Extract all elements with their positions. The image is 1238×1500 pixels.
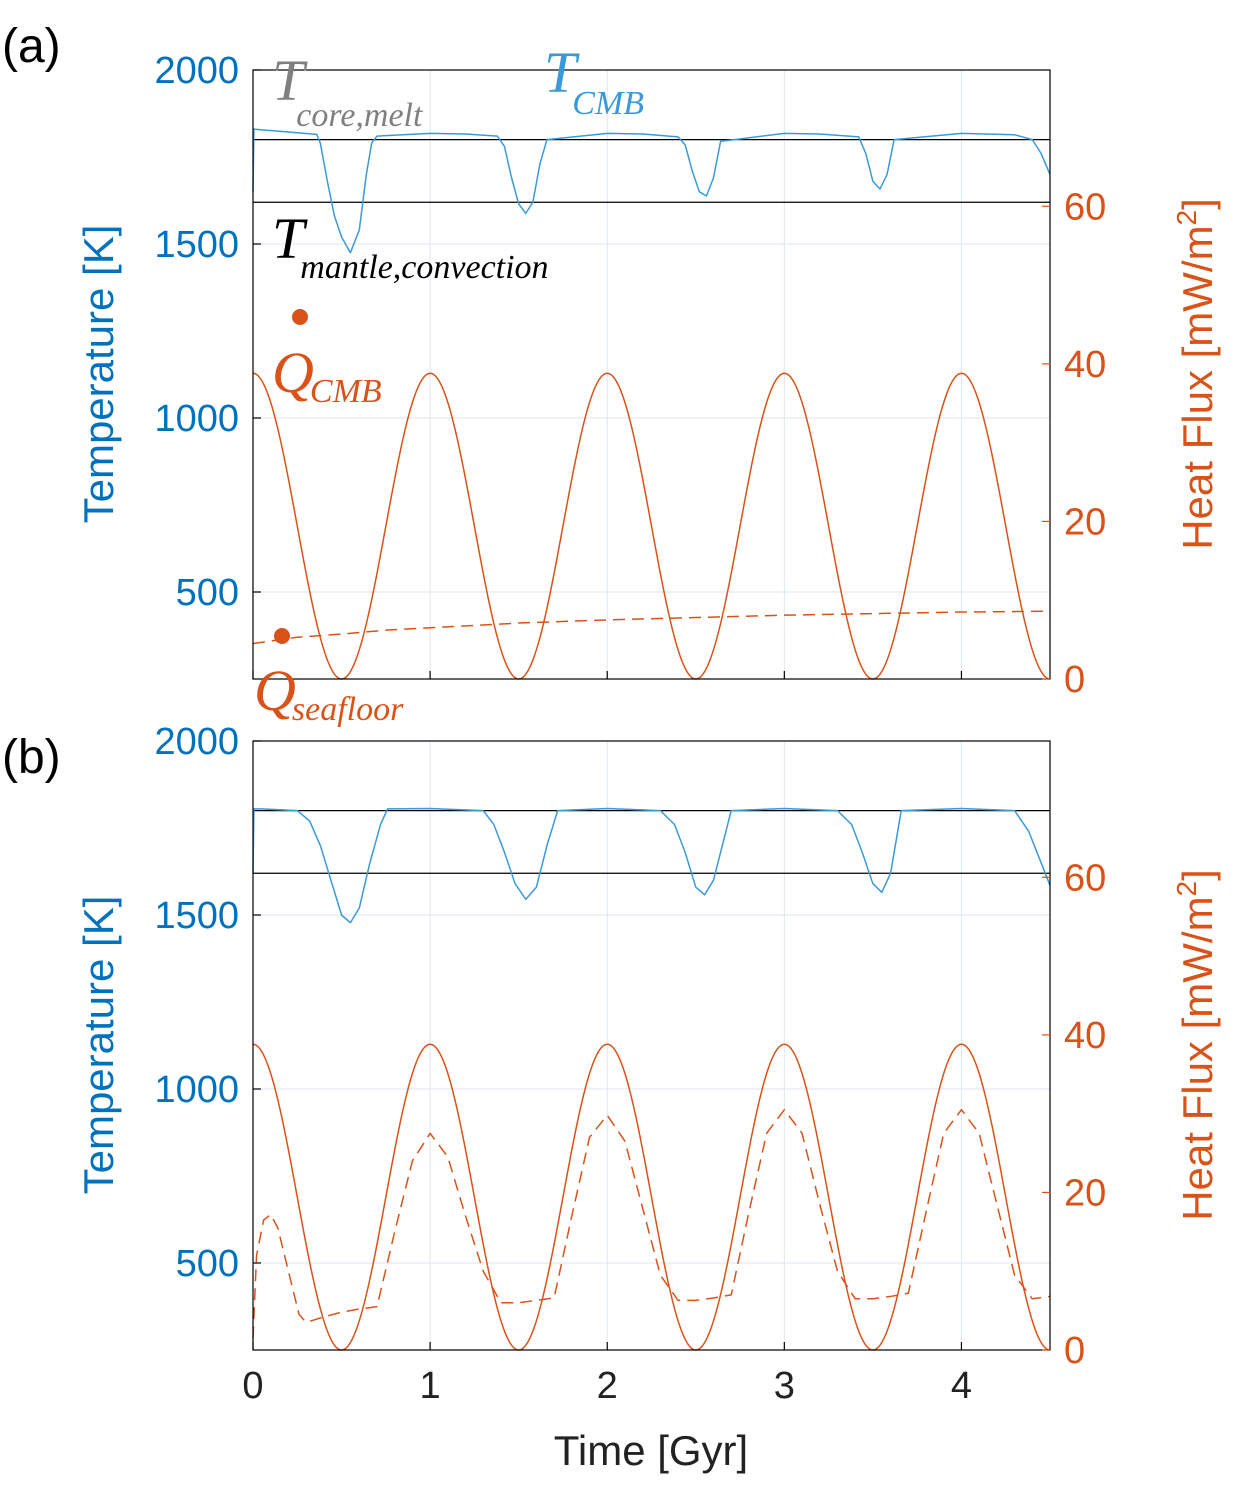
q-seafloor-main: Q (254, 658, 296, 723)
panel-a-right-tick-label-20: 20 (1064, 501, 1106, 543)
t-mantle-convection-sub: mantle,convection (300, 249, 548, 286)
panel-a-left-tick-label-1500: 1500 (154, 224, 239, 266)
panel-b-right-tick-label-40: 40 (1064, 1015, 1106, 1057)
panel-a: (a) 500 1000 1500 2000 0 20 40 60 Temperature … (2, 20, 1221, 728)
panel-b-x-tick-label-2: 2 (597, 1365, 618, 1407)
panel-b-x-tick-label-0: 0 (242, 1365, 263, 1407)
t-mantle-convection-annotation: Tmantle,convection (272, 206, 549, 286)
t-cmb-main: T (544, 40, 580, 105)
panel-a-y-left-label: Temperature [K] (75, 225, 122, 524)
panel-b-right-ticks: 0 20 40 60 (1042, 857, 1106, 1372)
t-cmb-sub: CMB (572, 85, 644, 122)
t-core-melt-sub: core,melt (296, 97, 424, 134)
panel-a-y-right-label: Heat Flux [mW/m2] (1171, 198, 1221, 550)
panel-b: (b) 500 1000 1500 2000 0 20 40 60 0 1 2 3 4 Temper… (2, 721, 1221, 1474)
panel-b-series-t-cmb (252, 807, 1051, 924)
panel-a-left-ticks: 500 1000 1500 2000 (154, 50, 261, 614)
panel-a-axes-box (252, 69, 1051, 680)
panel-b-y-right-label-close: ] (1174, 869, 1221, 881)
q-seafloor-annotation: Qseafloor (254, 658, 404, 728)
panel-a-reference-lines (253, 139, 1050, 203)
q-cmb-annotation: QCMB (272, 340, 382, 410)
panel-b-left-ticks: 500 1000 1500 2000 (154, 721, 261, 1285)
q-seafloor-dot-icon (274, 628, 290, 644)
t-mantle-convection-main: T (272, 206, 308, 271)
panel-b-x-tick-label-1: 1 (420, 1365, 441, 1407)
panel-a-left-tick-label-500: 500 (176, 572, 239, 614)
panel-b-y-right-label: Heat Flux [mW/m2] (1171, 869, 1221, 1221)
panel-b-x-tick-label-3: 3 (774, 1365, 795, 1407)
q-cmb-sub: CMB (310, 373, 382, 410)
panel-b-right-tick-label-20: 20 (1064, 1172, 1106, 1214)
panel-a-right-tick-label-60: 60 (1064, 186, 1106, 228)
panel-b-x-tick-label-4: 4 (951, 1365, 972, 1407)
x-axis-label: Time [Gyr] (554, 1427, 748, 1474)
panel-b-label: (b) (2, 731, 61, 784)
panel-a-series-q-cmb (252, 372, 1051, 680)
panel-a-grid (253, 70, 1050, 679)
panel-b-series-q-seafloor (252, 1108, 1051, 1339)
panel-b-grid (253, 741, 1050, 1350)
panel-a-left-tick-label-1000: 1000 (154, 398, 239, 440)
panel-a-y-right-label-close: ] (1174, 198, 1221, 210)
panel-a-y-right-label-sup: 2 (1171, 210, 1202, 226)
panel-a-series-t-cmb (252, 128, 1051, 254)
q-cmb-main: Q (272, 340, 314, 405)
panel-b-right-tick-label-60: 60 (1064, 857, 1106, 899)
panel-b-x-ticks: 0 1 2 3 4 (242, 1342, 972, 1407)
panel-b-y-right-label-main: Heat Flux [mW/m (1174, 896, 1221, 1220)
panel-b-series (252, 807, 1051, 1351)
panel-a-label: (a) (2, 20, 61, 73)
panel-a-y-right-label-main: Heat Flux [mW/m (1174, 225, 1221, 549)
panel-b-left-tick-label-2000: 2000 (154, 721, 239, 763)
q-seafloor-sub: seafloor (292, 691, 404, 728)
panel-b-right-tick-label-0: 0 (1064, 1330, 1085, 1372)
panel-a-series (252, 128, 1051, 680)
panel-a-left-tick-label-2000: 2000 (154, 50, 239, 92)
panel-a-right-ticks: 0 20 40 60 (1042, 186, 1106, 701)
t-cmb-annotation: TCMB (544, 40, 644, 122)
panel-b-left-tick-label-1500: 1500 (154, 895, 239, 937)
panel-b-reference-lines (253, 809, 1050, 874)
t-core-melt-main: T (272, 48, 308, 113)
panel-a-right-tick-label-40: 40 (1064, 344, 1106, 386)
panel-a-x-ticks (252, 671, 963, 679)
q-cmb-dot-icon (292, 309, 308, 325)
panel-a-series-q-seafloor (252, 610, 1051, 645)
panel-b-axes-box (252, 740, 1051, 1351)
panel-b-y-right-label-sup: 2 (1171, 881, 1202, 897)
panel-b-left-tick-label-1000: 1000 (154, 1069, 239, 1111)
panel-b-y-left-label: Temperature [K] (75, 896, 122, 1195)
panel-a-right-tick-label-0: 0 (1064, 659, 1085, 701)
panel-b-left-tick-label-500: 500 (176, 1243, 239, 1285)
panel-b-series-q-cmb (252, 1043, 1051, 1351)
